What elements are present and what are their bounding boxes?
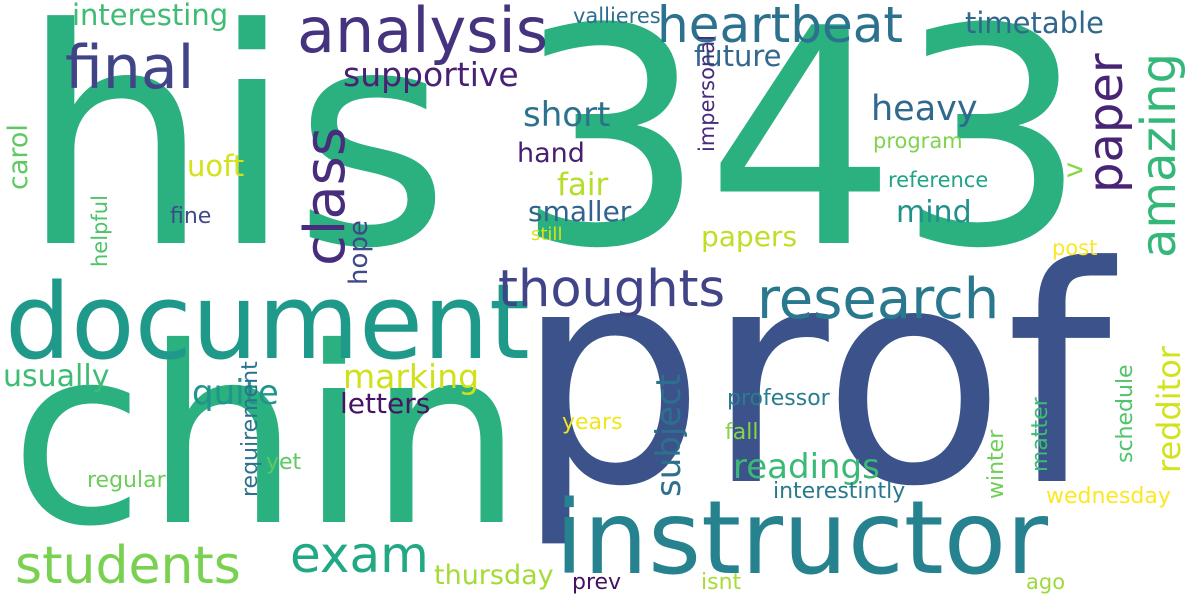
word-thoughts: thoughts [498,260,726,319]
word-instructor: instructor [555,479,1049,598]
word-hand: hand [517,138,585,169]
word-carol: program [873,129,963,153]
word-prev: regular [87,468,166,493]
word-program: helpful [88,195,112,267]
word-short: short [523,95,611,135]
word-final: final [65,33,195,103]
word-timetable: hope [344,220,374,285]
word-his: his [20,0,450,314]
word-thursday: schedule [1113,364,1138,463]
word-students: students [15,536,241,596]
word-redditor: wednesday [1046,484,1171,509]
word-years: professor [727,386,830,411]
word-ago: yet [266,450,302,475]
word-smaller: smaller [528,195,632,228]
word-mind: mind [896,195,972,230]
word-isnt: requirement [238,361,263,497]
word-quite: quite [192,373,279,413]
word-v: still [531,224,563,245]
word-professor: redditor [1150,346,1188,473]
word-paper: paper [1078,53,1134,193]
word-vallieres: carol [3,124,34,190]
word-impersonal: post [1052,236,1098,260]
word-schedule: isnt [701,570,742,595]
word-fine: fine [170,204,212,229]
word-letters: letters [340,387,431,420]
word-uoft: uoft [187,149,245,183]
word-post: vallieres [573,4,661,28]
word-supportive: supportive [343,55,519,94]
word-heartbeat: heartbeat [657,0,903,54]
word-chin: chin [10,295,524,580]
word-interesting: interesting [72,0,229,32]
word-subject: interestintly [773,479,906,504]
word-interestintly: winter [984,429,1009,499]
word-exam: exam [290,526,429,584]
word-usually: usually [3,359,110,394]
word-reference: v [1058,162,1089,178]
word-papers: papers [701,220,798,253]
word-hope: impersonal [695,35,719,152]
word-yet: years [562,410,623,435]
word-requirement: ago [1026,570,1066,594]
word-prof: prof [515,203,1112,552]
word-343: 343 [515,0,1088,314]
word-regular: fall [725,420,759,445]
word-document: document [5,261,530,383]
word-winter: thursday [434,560,554,591]
word-future: future [694,39,782,73]
word-amazing: amazing [1131,52,1187,258]
word-fall: readings [733,447,880,487]
word-wednesday: matter [1028,397,1053,472]
word-readings: subject [649,373,689,497]
word-still: timetable [965,6,1104,40]
word-research: research [757,267,1000,332]
word-matter: prev [572,570,622,595]
word-heavy: heavy [871,89,978,129]
word-fair: fair [557,167,609,203]
word-helpful: reference [888,168,989,192]
word-analysis: analysis [297,0,549,67]
word-marking: marking [343,357,480,396]
